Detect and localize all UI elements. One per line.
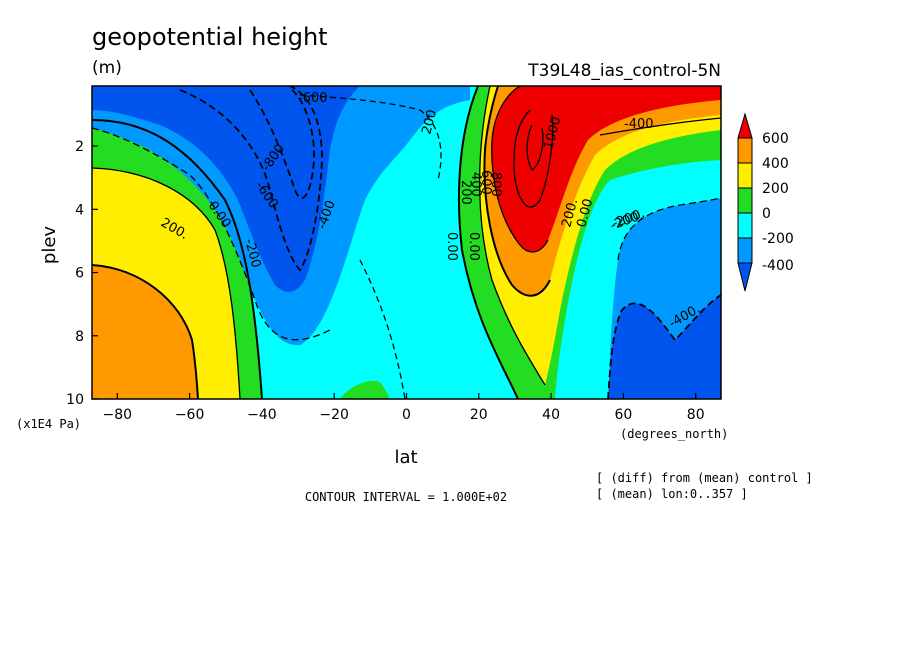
x-tick-label: 60 (614, 407, 632, 423)
note-mean: [ (mean) lon:0..357 ] (596, 487, 748, 501)
contour-south-400 (92, 264, 199, 399)
contour-north-upper-400 (599, 117, 721, 136)
contour-label: 0.00 (444, 232, 459, 261)
colorbar: 600 400 200 0 -200 -400 (737, 112, 794, 292)
colorbar-label: 400 (762, 156, 789, 172)
colorbar-bottom-arrow (737, 262, 753, 292)
contour-label: 400 (468, 172, 483, 197)
contour-north-neg200 (617, 197, 721, 261)
contour-label: 200. (559, 197, 581, 229)
colorbar-label: 200 (762, 181, 789, 197)
note-diff: [ (diff) from (mean) control ] (596, 471, 813, 485)
x-tick-label: −80 (103, 407, 133, 423)
x-tick-label: 80 (687, 407, 705, 423)
fill-equator-green (340, 380, 390, 399)
contour-interval: CONTOUR INTERVAL = 1.000E+02 (305, 490, 507, 504)
fill-south-orange (92, 265, 198, 399)
colorbar-swatch (737, 187, 753, 214)
colorbar-label: 600 (762, 131, 789, 147)
contour-label: 200 (419, 108, 440, 136)
contour-south-neg800 (249, 87, 315, 199)
contour-north-200 (479, 86, 546, 386)
x-tick-label: −40 (247, 407, 277, 423)
colorbar-swatch (737, 212, 753, 239)
y-axis-units: (x1E4 Pa) (16, 417, 81, 431)
fill-south-darkblue (92, 86, 360, 292)
contour-north-400 (483, 86, 551, 297)
x-tick-label: 0 (402, 407, 411, 423)
contour-south-200 (92, 167, 241, 399)
contour-label: 200 (458, 180, 473, 205)
colorbar-swatch (737, 162, 753, 189)
y-tick-label: 6 (75, 266, 84, 282)
contour-north-zero (457, 86, 519, 399)
run-label: T39L48_ias_control-5N (527, 61, 721, 81)
colorbar-swatch (737, 137, 753, 164)
contour-north-neg400 (607, 294, 721, 399)
y-tick-label: 4 (75, 202, 84, 218)
x-tick-label: −20 (319, 407, 349, 423)
y-axis-ticks: 2 4 6 8 10 (66, 139, 98, 408)
contour-label: -200 (241, 237, 263, 269)
x-tick-label: 20 (470, 407, 488, 423)
y-tick-label: 2 (75, 139, 84, 155)
contour-label: 0.00 (466, 232, 481, 261)
contour-north-800 (513, 109, 554, 208)
contour-label: 0.00 (574, 197, 596, 229)
chart-units: (m) (92, 58, 122, 78)
contour-label: 800 (488, 172, 503, 197)
plot-area: -600 -800 -600 -400 -200 200 200. -200. … (92, 86, 721, 399)
contour-north-600 (491, 86, 549, 253)
colorbar-swatch (737, 237, 753, 264)
x-axis-ticks: −80 −60 −40 −20 0 20 40 60 80 (103, 393, 705, 423)
fill-north-red (491, 86, 721, 252)
contour-label: -400 (624, 117, 654, 132)
contour-south-zero (92, 119, 263, 399)
chart-title: geopotential height (92, 23, 328, 51)
contour-equator-dashed (359, 259, 406, 399)
contour-south-neg200 (92, 127, 331, 341)
colorbar-label: -200 (762, 231, 794, 247)
y-tick-label: 10 (66, 392, 84, 408)
contour-lines (92, 86, 721, 399)
colorbar-label: 0 (762, 206, 771, 222)
x-axis-units: (degrees_north) (620, 427, 728, 441)
contour-north-1000 (526, 124, 544, 171)
contour-south-neg600 (179, 86, 323, 272)
y-tick-label: 8 (75, 329, 84, 345)
x-tick-label: −60 (175, 407, 205, 423)
y-axis-label: plev (39, 226, 60, 265)
contour-label: 600 (478, 170, 493, 195)
x-axis-label: lat (394, 447, 417, 468)
contour-equator-neg200 (299, 94, 442, 181)
colorbar-top-arrow (737, 112, 753, 139)
x-tick-label: 40 (542, 407, 560, 423)
contour-label: -600 (298, 91, 328, 106)
colorbar-label: -400 (762, 258, 794, 274)
